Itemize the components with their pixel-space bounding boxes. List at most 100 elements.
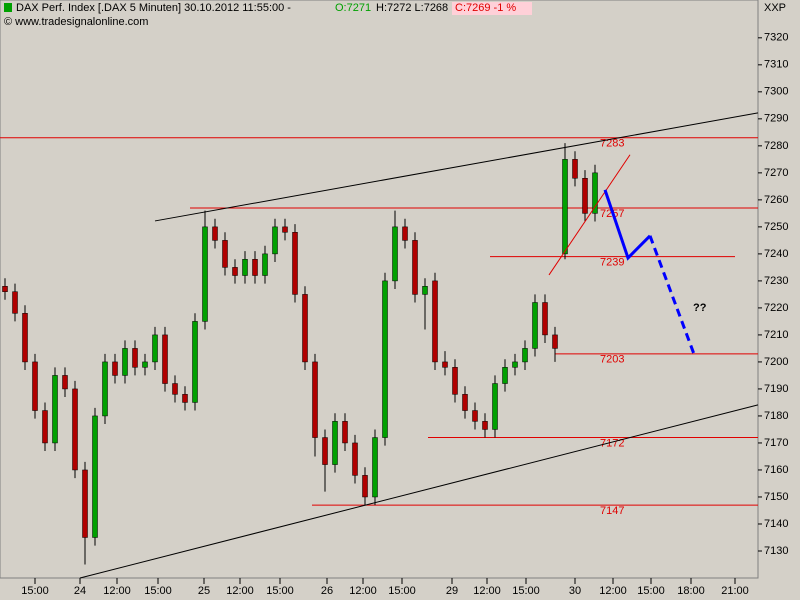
candle-body [132,348,138,368]
candle-body [22,313,28,363]
y-tick-label: 7150 [764,491,788,503]
y-tick-label: 7210 [764,329,788,341]
x-tick-label: 12:00 [473,585,501,597]
candle-body [402,226,408,241]
candle-body [82,469,88,538]
y-tick-label: 7320 [764,32,788,44]
y-tick-label: 7160 [764,464,788,476]
y-tick-label: 7250 [764,221,788,233]
candle-body [212,226,218,241]
candle-body [462,394,468,411]
level-label: 7203 [600,354,624,366]
candle-body [592,172,598,214]
x-tick-label: 21:00 [721,585,749,597]
x-tick-label: 26 [321,585,333,597]
x-tick-label: 15:00 [512,585,540,597]
y-tick-label: 7300 [764,86,788,98]
y-tick-label: 7230 [764,275,788,287]
candle-body [192,321,198,403]
candle-body [62,375,68,390]
x-tick-label: 15:00 [637,585,665,597]
x-tick-label: 29 [446,585,458,597]
candle-body [272,226,278,255]
candle-body [312,361,318,438]
candle-body [572,159,578,179]
candle-body [2,286,8,292]
candle-body [422,286,428,295]
candle-body [102,361,108,417]
candle-body [362,475,368,498]
trend-line [154,112,759,222]
candle-body [112,361,118,376]
y-tick-label: 7170 [764,437,788,449]
x-tick-label: 12:00 [103,585,131,597]
x-tick-label: 12:00 [599,585,627,597]
level-label: 7239 [600,256,624,268]
candle-body [542,302,548,336]
level-label: 7283 [600,138,624,150]
open-label: O:7271 [335,2,371,14]
x-tick-label: 12:00 [226,585,254,597]
y-axis-label: XXP [764,2,786,14]
x-tick-label: 15:00 [266,585,294,597]
x-tick-label: 30 [569,585,581,597]
candle-body [322,437,328,465]
candle-body [502,367,508,384]
candle-body [282,226,288,233]
candle-body [122,348,128,376]
y-tick-label: 7200 [764,356,788,368]
close-label: C:7269 -1 % [455,2,516,14]
candle-body [332,421,338,465]
candle-body [52,375,58,444]
candle-body [412,240,418,295]
candle-body [162,334,168,384]
x-tick-label: 15:00 [21,585,49,597]
plot-area [0,0,759,579]
candle-body [482,421,488,430]
candle-body [232,267,238,276]
level-label: 7147 [600,505,624,517]
candle-body [562,159,568,255]
candle-body [392,226,398,282]
candle-body [552,334,558,349]
candle-body [262,253,268,276]
candle-body [12,291,18,314]
candle-body [492,383,498,430]
x-tick-label: 18:00 [677,585,705,597]
candle-body [172,383,178,395]
x-tick-label: 24 [74,585,86,597]
candle-body [432,280,438,363]
y-tick-label: 7220 [764,302,788,314]
y-tick-label: 7240 [764,248,788,260]
candle-body [342,421,348,444]
candle-body [512,361,518,368]
symbol-icon [4,3,12,12]
x-tick-label: 15:00 [144,585,172,597]
candle-body [152,334,158,363]
x-tick-label: 15:00 [388,585,416,597]
candle-body [252,259,258,276]
trend-line [79,404,759,579]
candle-body [452,367,458,395]
candle-body [242,259,248,276]
y-tick-label: 7180 [764,410,788,422]
candle-body [182,394,188,403]
y-tick-label: 7270 [764,167,788,179]
candle-body [352,442,358,476]
candle-body [442,361,448,368]
candle-body [582,178,588,214]
candle-body [292,232,298,295]
candle-body [142,361,148,368]
y-tick-label: 7310 [764,59,788,71]
candle-body [302,294,308,363]
candle-body [472,410,478,422]
candle-body [222,240,228,268]
y-tick-label: 7130 [764,545,788,557]
high-low-label: H:7272 L:7268 [376,2,448,14]
annotation: ?? [693,302,707,314]
trend-line [648,235,697,358]
trend-line [603,189,652,261]
y-tick-label: 7280 [764,140,788,152]
x-tick-label: 12:00 [349,585,377,597]
